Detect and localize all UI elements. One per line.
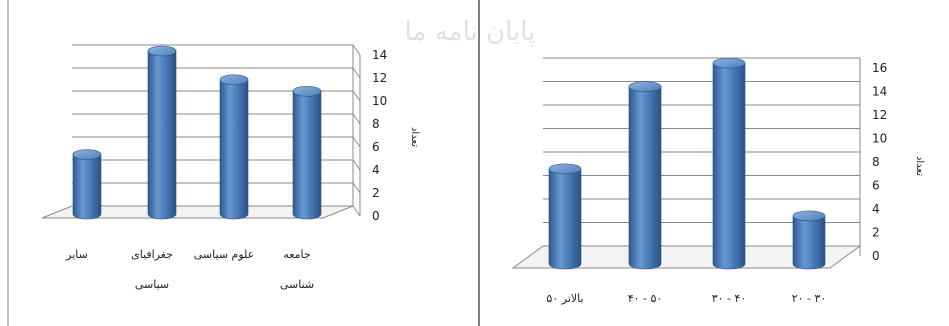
category-label: شناسی: [280, 278, 314, 291]
bar-3: [219, 79, 249, 220]
y-tick-label: 8: [872, 155, 880, 169]
bar-4: [792, 215, 826, 270]
side-gridline: [352, 205, 361, 217]
y-tick-label: 14: [872, 85, 887, 99]
bar-top-2: [628, 81, 662, 92]
y-tick-label: 0: [872, 249, 880, 263]
bar-2: [628, 86, 662, 270]
category-label: جامعه: [283, 248, 310, 261]
y-tick-label: 4: [372, 163, 380, 177]
y-tick-label: 12: [372, 71, 387, 85]
side-gridline: [352, 159, 361, 171]
y-tick-label: 10: [372, 94, 387, 108]
bar-top-1: [548, 163, 582, 175]
category-label: سایر: [65, 248, 88, 261]
category-label: ۳۰ - ۴۰: [712, 292, 747, 305]
bar-3: [712, 62, 746, 270]
y-axis-label: تعداد: [914, 156, 925, 176]
bar-top-1: [72, 149, 102, 160]
bar-2: [147, 50, 177, 220]
y-axis-label: تعداد: [409, 127, 420, 147]
category-label: جغرافیای: [131, 248, 173, 261]
y-tick-label: 16: [872, 61, 887, 75]
y-tick-label: 10: [872, 132, 887, 146]
y-tick-label: 2: [372, 186, 380, 200]
side-gridline: [352, 113, 361, 125]
side-gridline: [352, 44, 361, 56]
watermark: پایان نامه ما: [405, 17, 536, 47]
bar-1: [548, 168, 582, 270]
y-tick-label: 6: [872, 179, 880, 193]
category-label: علوم سیاسی: [194, 248, 254, 261]
y-tick-label: 12: [872, 108, 887, 122]
chart-age-group: 0 2 4 6 8 10 12 14 16 تعداد ۵۰ بالاتر ۴۰ - ۵۰ ۳۰ - ۴…: [511, 57, 925, 305]
y-tick-label: 8: [372, 117, 380, 131]
y-tick-label: 14: [372, 48, 387, 62]
y-tick-label: 4: [872, 202, 880, 216]
side-gridline: [352, 182, 361, 194]
bar-top-3: [712, 57, 746, 69]
side-gridline: [352, 136, 361, 148]
category-label: ۴۰ - ۵۰: [628, 292, 663, 305]
bar-top-4: [292, 85, 322, 97]
y-tick-label: 6: [372, 140, 380, 154]
category-label: ۵۰ بالاتر: [546, 292, 583, 305]
bar-1: [72, 154, 102, 220]
bar-4: [292, 90, 322, 220]
category-label: ۲۰ - ۳۰: [792, 292, 827, 305]
y-tick-label: 2: [872, 226, 880, 240]
side-gridline: [352, 67, 361, 79]
bar-top-2: [147, 45, 177, 57]
category-label: سیاسی: [135, 278, 169, 291]
bar-top-3: [219, 74, 249, 86]
side-gridline: [352, 90, 361, 102]
bar-top-4: [792, 210, 826, 222]
chart-field-of-study: 0 2 4 6 8 10 12 14 تعداد سایر جغرافیای سیاسی علوم سی…: [41, 44, 420, 291]
y-tick-label: 0: [372, 209, 380, 223]
